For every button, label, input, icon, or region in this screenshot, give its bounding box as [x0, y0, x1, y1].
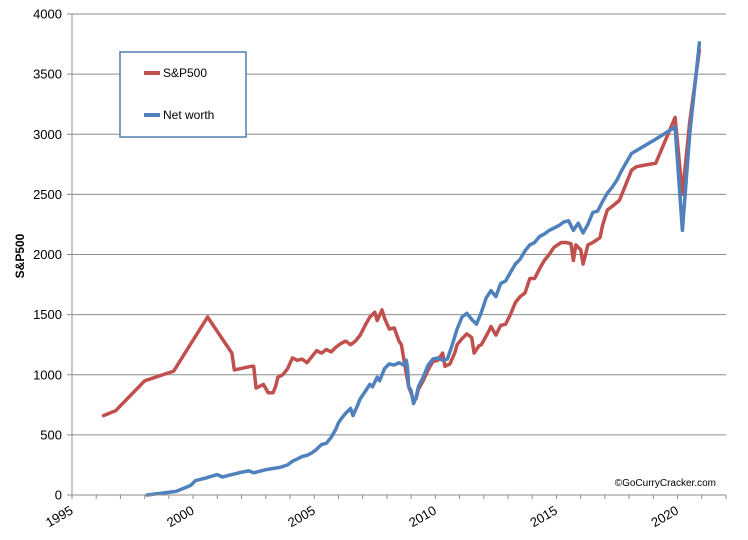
y-tick-labels: 0 500 1000 1500 2000 2500 3000 3500 4000 [33, 7, 62, 503]
legend-label-sp500: S&P500 [163, 66, 207, 80]
x-tick-label: 2000 [164, 503, 197, 530]
series-line-sp500 [101, 48, 702, 418]
y-tick-label: 2500 [33, 187, 62, 202]
legend-box [119, 51, 247, 138]
y-tick-label: 3000 [33, 127, 62, 142]
y-tick-label: 2000 [33, 247, 62, 262]
copyright-credit: ©GoCurryCracker.com [615, 478, 716, 489]
y-tick-label: 3500 [33, 67, 62, 82]
series-line-net-worth [145, 41, 702, 497]
x-tick-label: 2015 [527, 503, 560, 530]
legend-label-net-worth: Net worth [163, 108, 214, 122]
y-tick-label: 1000 [33, 367, 62, 382]
y-tick-label: 4000 [33, 7, 62, 22]
x-tick-labels: 1995 2000 2005 2010 2015 2020 [43, 503, 681, 530]
y-tick-label: 1500 [33, 307, 62, 322]
y-tick-label: 0 [55, 488, 62, 503]
series-lines [101, 41, 702, 497]
legend: S&P500 Net worth [119, 51, 247, 138]
x-tick-label: 1995 [43, 503, 76, 530]
y-axis-title: S&P500 [13, 233, 27, 278]
x-tick-label: 2020 [649, 503, 682, 530]
x-tick-label: 2010 [406, 503, 439, 530]
y-tick-label: 500 [40, 427, 62, 442]
axes [67, 13, 727, 499]
x-tick-label: 2005 [285, 503, 318, 530]
